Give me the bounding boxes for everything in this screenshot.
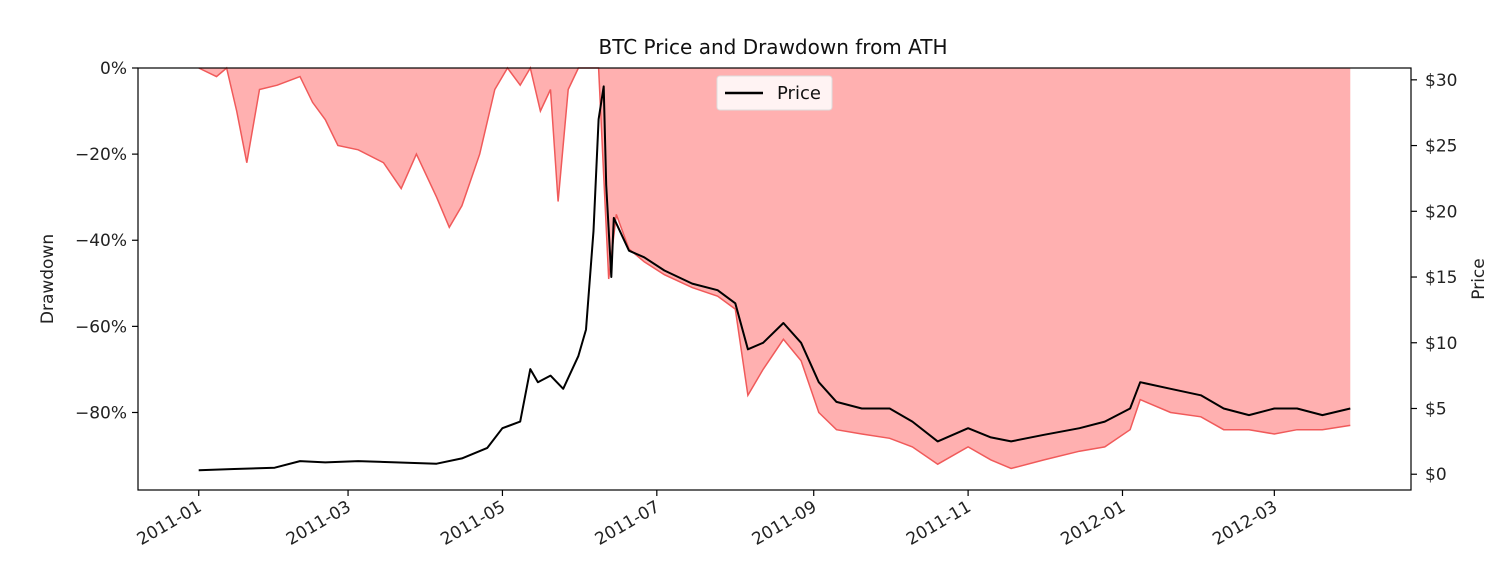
left-axis-label: Drawdown (38, 234, 58, 324)
x-tick-label: 2011-03 (283, 497, 355, 550)
x-tick-label: 2012-01 (1057, 497, 1129, 550)
right-tick-label: $15 (1425, 268, 1457, 288)
x-tick-label: 2011-01 (134, 497, 206, 550)
legend-price-label: Price (777, 83, 821, 104)
right-tick-label: $5 (1425, 399, 1447, 419)
right-tick-label: $25 (1425, 137, 1457, 157)
plot-frame (137, 67, 1412, 491)
drawdown-area (198, 68, 1351, 469)
plot-area (198, 66, 1351, 472)
left-tick-label: −60% (75, 317, 127, 337)
left-tick-label: 0% (100, 59, 127, 79)
x-tick-label: 2011-05 (437, 497, 509, 550)
legend-box (716, 75, 833, 111)
right-axis-label: Price (1469, 258, 1489, 299)
right-tick-label: $20 (1425, 202, 1457, 222)
left-tick-label: −20% (75, 145, 127, 165)
drawdown-line (198, 66, 1351, 470)
left-tick-label: −40% (75, 231, 127, 251)
legend: Price (716, 75, 833, 111)
right-tick-label: $30 (1425, 71, 1457, 91)
right-y-axis: $0 $5 $10 $15 $20 $25 $30 (1411, 71, 1457, 485)
price-line (198, 85, 1351, 472)
right-tick-label: $0 (1425, 465, 1447, 485)
left-y-axis: 0% −20% −40% −60% −80% (75, 59, 138, 423)
x-tick-label: 2011-11 (903, 497, 975, 550)
right-tick-label: $10 (1425, 334, 1457, 354)
left-tick-label: −80% (75, 403, 127, 423)
x-axis: 2011-01 2011-03 2011-05 2011-07 2011-09 2011-… (134, 490, 1281, 550)
x-tick-label: 2011-09 (749, 497, 821, 550)
x-tick-label: 2011-07 (592, 497, 664, 550)
x-tick-label: 2012-03 (1209, 497, 1281, 550)
chart-title: BTC Price and Drawdown from ATH (598, 35, 947, 59)
